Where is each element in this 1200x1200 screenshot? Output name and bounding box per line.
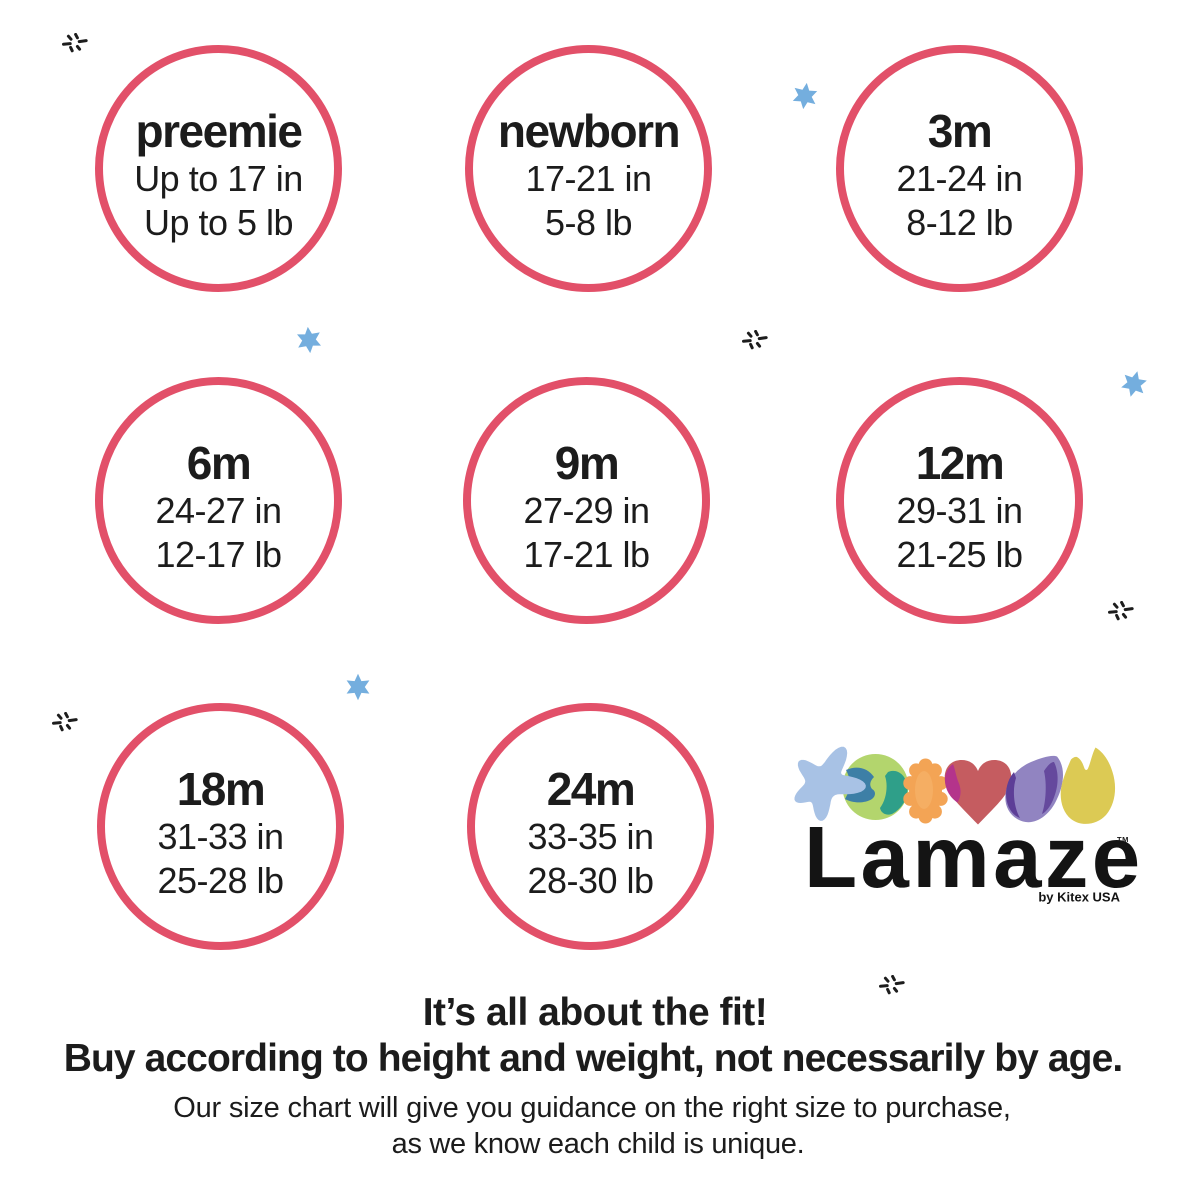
- svg-text:Lamaze: Lamaze: [804, 809, 1140, 906]
- svg-text:TM: TM: [1117, 835, 1129, 844]
- svg-text:by Kitex USA: by Kitex USA: [1038, 890, 1120, 905]
